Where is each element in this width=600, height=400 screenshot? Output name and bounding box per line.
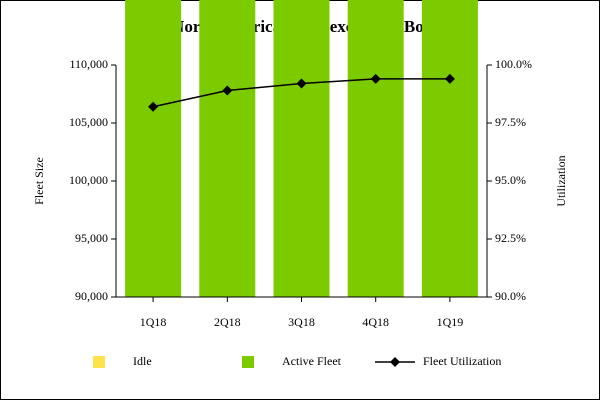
bar — [199, 0, 256, 297]
y2-tick-label: 90.0% — [495, 289, 526, 303]
marker — [148, 101, 159, 112]
marker — [296, 78, 307, 89]
y-tick-label: 110,000 — [69, 57, 108, 71]
bar — [347, 0, 404, 298]
legend-marker — [390, 357, 400, 367]
y-tick-label: 100,000 — [69, 173, 108, 187]
y-tick-label: 95,000 — [75, 231, 108, 245]
y2-axis-label: Utilization — [554, 155, 568, 206]
legend-label: Fleet Utilization — [423, 354, 501, 368]
y2-tick-label: 92.5% — [495, 231, 526, 245]
bar — [421, 0, 478, 297]
marker — [444, 73, 455, 84]
y-axis-label: Fleet Size — [32, 157, 46, 205]
legend-label: Idle — [133, 354, 152, 368]
legend-swatch — [93, 356, 105, 368]
legend-swatch — [242, 356, 254, 368]
x-tick-label: 1Q19 — [437, 315, 464, 329]
bar — [273, 0, 330, 298]
y-tick-label: 105,000 — [69, 115, 108, 129]
x-tick-label: 3Q18 — [288, 315, 315, 329]
marker — [370, 73, 381, 84]
y2-tick-label: 95.0% — [495, 173, 526, 187]
marker — [222, 85, 233, 96]
y2-tick-label: 97.5% — [495, 115, 526, 129]
y-tick-label: 90,000 — [75, 289, 108, 303]
x-tick-label: 4Q18 — [362, 315, 389, 329]
legend-label: Active Fleet — [282, 354, 342, 368]
bar — [125, 0, 182, 297]
y2-tick-label: 100.0% — [495, 57, 532, 71]
x-tick-label: 1Q18 — [140, 315, 167, 329]
x-tick-label: 2Q18 — [214, 315, 241, 329]
